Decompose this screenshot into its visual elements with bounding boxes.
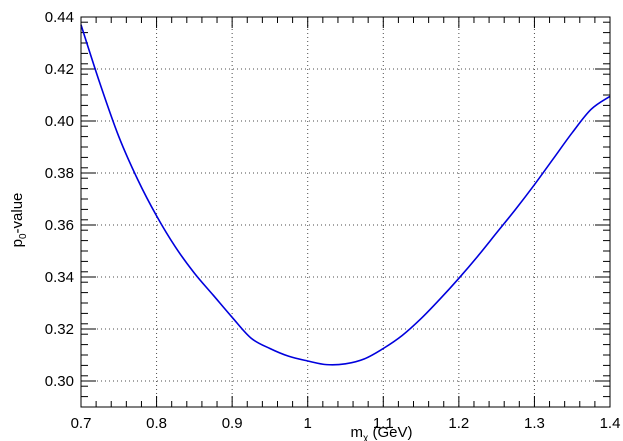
x-tick-label: 1 — [304, 415, 312, 432]
x-tick-label: 1.2 — [448, 415, 469, 432]
y-tick-label: 0.32 — [45, 321, 74, 338]
plot-frame — [80, 16, 611, 408]
label-layer: 0.7 0.8 0.9 1 1.1 1.2 1.3 1.4 0.30 0.32 0.34 0.36 0.… — [45, 9, 621, 432]
y-tick-label: 0.40 — [45, 113, 74, 130]
tick-layer — [80, 16, 611, 408]
y-tick-label: 0.38 — [45, 165, 74, 182]
x-axis-title: mχ (GeV) — [351, 424, 413, 441]
x-tick-label: 1.4 — [600, 415, 621, 432]
x-tick-label: 1.3 — [524, 415, 545, 432]
y-axis-title-rest: -value — [9, 193, 26, 234]
series-layer — [80, 24, 611, 366]
x-tick-label: 0.9 — [222, 415, 243, 432]
y-axis-title: p0-value — [9, 193, 29, 248]
p0-value-curve — [80, 24, 611, 366]
x-axis-title-rest: (GeV) — [368, 424, 412, 441]
y-axis-title-sub: 0 — [18, 233, 29, 239]
x-tick-label: 0.7 — [71, 415, 92, 432]
y-tick-label: 0.42 — [45, 61, 74, 78]
y-tick-label: 0.44 — [45, 9, 74, 26]
x-tick-label: 0.8 — [146, 415, 167, 432]
x-axis-title-sub: χ — [363, 433, 369, 441]
y-tick-label: 0.36 — [45, 217, 74, 234]
y-axis-title-main: p — [9, 239, 26, 247]
x-tick-label: 1.1 — [373, 415, 394, 432]
x-axis-title-main: m — [351, 424, 364, 441]
y-tick-label: 0.30 — [45, 373, 74, 390]
y-tick-label: 0.34 — [45, 269, 74, 286]
grid-layer — [81, 17, 610, 407]
